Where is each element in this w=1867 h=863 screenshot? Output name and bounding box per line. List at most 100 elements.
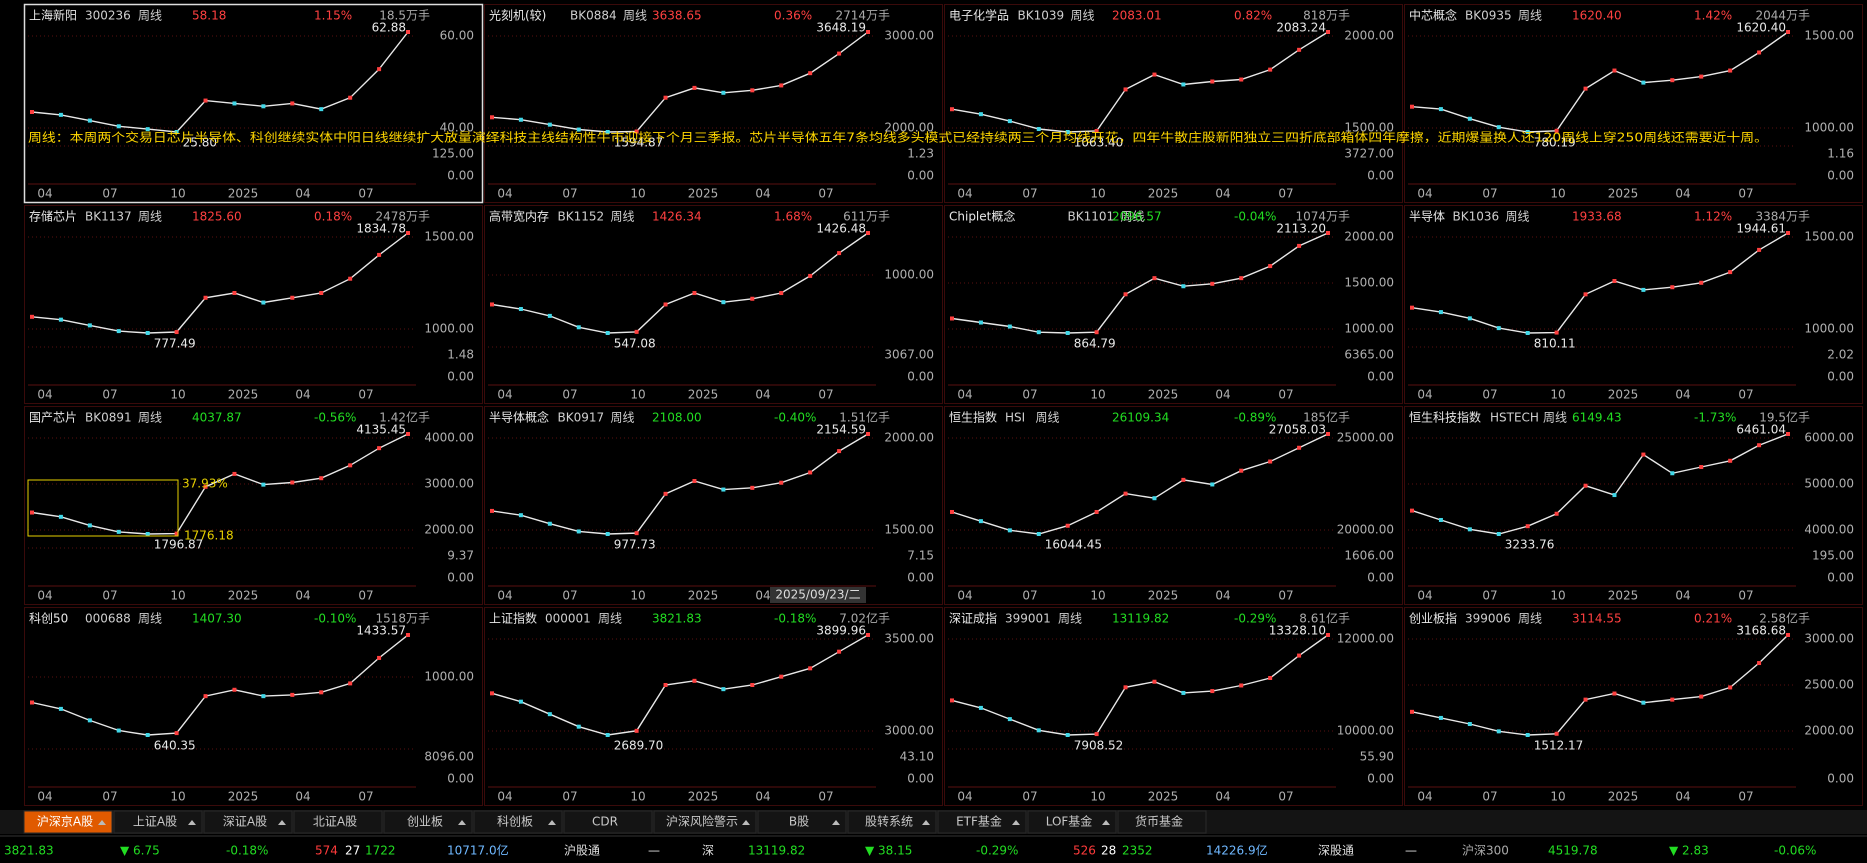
trend-point <box>1728 458 1733 463</box>
tab-label[interactable]: 货币基金 <box>1135 814 1183 829</box>
tab-arrow[interactable] <box>458 820 466 825</box>
x-axis-label: 10 <box>1090 388 1105 402</box>
chart-panel[interactable]: 恒生科技指数 HSTECH 周线 6149.43 -1.73% 19.5亿手 6000.00… <box>1404 406 1863 605</box>
x-axis-label: 2025 <box>1148 589 1179 603</box>
trend-point <box>547 122 552 127</box>
chart-panel[interactable]: 中芯概念 BK0935 周线 1620.40 1.42% 2044万手1500.00100… <box>1404 4 1863 203</box>
chart-panel[interactable]: 高带宽内存 BK1152 周线 1426.34 1.68% 611万手 1000.00 306… <box>484 205 943 404</box>
tab[interactable] <box>1117 810 1207 834</box>
panel-name: 存储芯片 <box>29 209 77 224</box>
tab-arrow[interactable] <box>1102 820 1110 825</box>
tab-label[interactable]: 上证A股 <box>133 815 177 829</box>
trend-point <box>377 67 382 72</box>
chart-panel[interactable]: 半导体 BK1036 周线 1933.68 1.12% 3384万手 1500.00 1000… <box>1404 205 1863 404</box>
tab-label[interactable]: 科创板 <box>497 815 533 829</box>
x-axis-label: 04 <box>755 388 770 402</box>
panel-period: 周线 <box>1518 9 1542 23</box>
tab-label[interactable]: 股转系统 <box>865 814 913 829</box>
tab-label[interactable]: 沪深风险警示 <box>666 814 738 829</box>
trend-point <box>547 521 552 526</box>
tab-arrow[interactable] <box>278 820 286 825</box>
chart-panel[interactable]: 上证指数 000001 周线 3821.83 -0.18% 7.02亿手 3500.00 30… <box>484 607 943 806</box>
price-trend-line <box>951 433 1329 535</box>
trend-point <box>1268 675 1273 680</box>
chart-panel[interactable]: 深证成指 399001 周线 13119.82 -0.29% 8.61亿手 12000.00… <box>944 607 1403 806</box>
tab-label[interactable]: B股 <box>789 815 809 829</box>
tab[interactable] <box>1027 810 1117 834</box>
tab-arrow[interactable] <box>1012 820 1020 825</box>
tab[interactable] <box>383 810 473 834</box>
trend-point <box>1699 694 1704 699</box>
volume-tick-label: 0.00 <box>1367 169 1394 183</box>
tab-arrow[interactable] <box>742 820 750 825</box>
volume-tick-label: 0.00 <box>1367 571 1394 585</box>
tab-arrow[interactable] <box>832 820 840 825</box>
chart-panel[interactable]: 电子化学品 BK1039 周线 2083.01 0.82% 818万手 2000.00 150… <box>944 4 1403 203</box>
panel-volume: 2044万手 <box>1755 9 1810 23</box>
trend-point <box>232 101 237 106</box>
price-tick-label: 3500.00 <box>884 632 934 646</box>
tab-label[interactable]: CDR <box>592 815 618 829</box>
x-axis-label: 04 <box>497 388 512 402</box>
trend-point <box>232 291 237 295</box>
trend-point <box>808 71 813 76</box>
tab-label[interactable]: ETF基金 <box>956 814 1002 829</box>
chart-panel[interactable]: 国产芯片 BK0891 周线 4037.87 -0.56% 1.42亿手 4000.00 30… <box>24 406 483 605</box>
tab-label[interactable]: 深证A股 <box>223 815 267 829</box>
trend-point <box>319 476 324 481</box>
tab[interactable] <box>653 810 757 834</box>
panel-volume: 1518万手 <box>375 612 430 626</box>
x-axis-label: 04 <box>957 589 972 603</box>
tab-label[interactable]: LOF基金 <box>1046 814 1093 829</box>
tab-label[interactable]: 创业板 <box>407 815 443 829</box>
high-label: 13328.10 <box>1269 624 1326 638</box>
x-axis-label: 07 <box>562 790 577 804</box>
trend-point <box>406 231 410 235</box>
trend-point <box>1297 653 1302 658</box>
trend-point <box>518 117 523 122</box>
tab[interactable] <box>293 810 383 834</box>
tab-arrow[interactable] <box>98 820 106 825</box>
panel-volume: 8.61亿手 <box>1299 611 1350 626</box>
tab[interactable] <box>847 810 937 834</box>
price-tick-label: 10000.00 <box>1337 724 1394 738</box>
trend-point <box>1181 284 1186 289</box>
price-trend-line <box>491 232 869 334</box>
x-axis-label: 04 <box>1675 388 1690 402</box>
range-percent-label: 37.93% <box>182 477 228 491</box>
chart-panel[interactable]: 光刻机(较) BK0884 周线 3638.65 0.36% 2714万手 3000.00 2… <box>484 4 943 203</box>
chart-panel[interactable]: 科创50 000688 周线 1407.30 -0.10% 1518万手 1000.00 80… <box>24 607 483 806</box>
tab[interactable] <box>757 810 847 834</box>
trend-point <box>1786 432 1790 436</box>
tab[interactable] <box>937 810 1027 834</box>
x-axis-label: 04 <box>497 187 512 201</box>
low-label: 977.73 <box>614 538 656 552</box>
chart-panel[interactable]: 半导体概念 BK0917 周线 2108.00 -0.40% 1.51亿手 2000.00 1… <box>484 406 943 605</box>
tab-active[interactable] <box>23 810 113 834</box>
trend-point <box>58 317 63 322</box>
tab-arrow[interactable] <box>922 820 930 825</box>
tab-arrow[interactable] <box>548 820 556 825</box>
tab[interactable] <box>203 810 293 834</box>
panel-period: 周线 <box>1121 210 1145 224</box>
panel-code: 000688 <box>85 612 131 626</box>
low-label: 25.80 <box>183 136 217 150</box>
tab[interactable] <box>563 810 653 834</box>
chart-panel[interactable]: 创业板指 399006 周线 3114.55 0.21% 2.58亿手 3000.00 250… <box>1404 607 1863 806</box>
tab[interactable] <box>113 810 203 834</box>
chart-panel[interactable]: 恒生指数 HSI 周线 26109.34 -0.89% 185亿手 25000.00 2000… <box>944 406 1403 605</box>
x-axis-label: 10 <box>630 790 645 804</box>
tab-arrow[interactable] <box>188 820 196 825</box>
chart-panel[interactable]: 存储芯片 BK1137 周线 1825.60 0.18% 2478万手1500.00100… <box>24 205 483 404</box>
tab-label[interactable]: 北证A股 <box>313 815 357 829</box>
trend-point <box>1036 330 1041 335</box>
tab-label[interactable]: 沪深京A股 <box>37 815 93 829</box>
trend-point <box>87 718 92 723</box>
chart-panel[interactable]: 上海新阳 300236 周线 58.18 1.15% 18.5万手 60.00 40.00 12… <box>23 3 484 204</box>
trend-point <box>808 470 813 475</box>
trend-point <box>1728 68 1733 73</box>
tab[interactable] <box>473 810 563 834</box>
x-axis-label: 2025 <box>228 790 259 804</box>
trend-point <box>1007 528 1012 533</box>
